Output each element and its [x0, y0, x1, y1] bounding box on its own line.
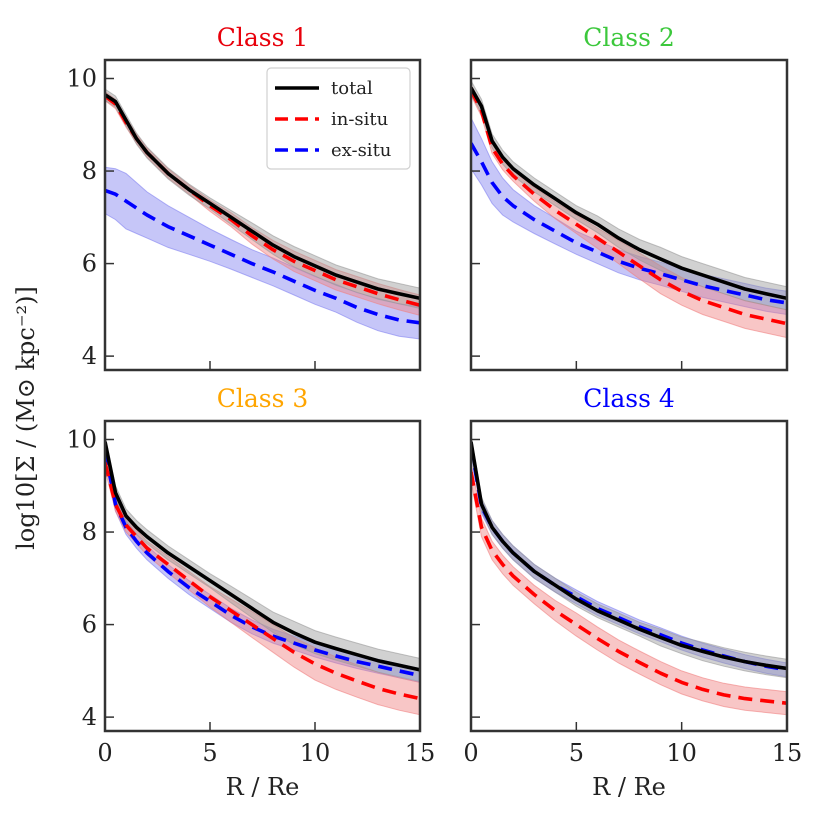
- panel-class-4: 0 5 10 15 Class 4: [463, 384, 802, 767]
- legend: total in-situ ex-situ: [266, 67, 411, 170]
- x-tick-label: 15: [405, 739, 436, 767]
- axes-frame: [103, 58, 422, 372]
- legend-label-total: total: [331, 78, 373, 99]
- plot-area: [105, 434, 420, 716]
- y-tick-label: 6: [82, 250, 97, 278]
- series-line-total: [105, 93, 420, 301]
- panel-class-3: 0 5 10 15 4 6 8 10 Class 3: [66, 384, 435, 767]
- y-axis-label: log10[Σ / (M⊙ kpc⁻²)]: [12, 286, 40, 550]
- x-tick-label: 5: [202, 739, 217, 767]
- series-line-total: [471, 86, 787, 301]
- plot-area: [471, 434, 787, 716]
- panel-title: Class 3: [217, 384, 309, 413]
- series-line-in-situ: [471, 471, 787, 705]
- band-in-situ: [471, 462, 787, 716]
- y-tick-label: 8: [82, 157, 97, 185]
- y-tick-label: 8: [82, 518, 97, 546]
- axes-frame: [469, 419, 789, 733]
- axes-frame: [103, 419, 422, 733]
- legend-label-ex-situ: ex-situ: [331, 140, 391, 161]
- y-tick-label: 4: [82, 342, 97, 370]
- series-line-in-situ: [105, 462, 420, 701]
- x-tick-label: 0: [97, 739, 112, 767]
- series-line-in-situ: [471, 89, 787, 326]
- x-tick-label: 15: [772, 739, 803, 767]
- y-tick-label: 4: [82, 703, 97, 731]
- series-line-ex-situ: [105, 188, 420, 325]
- band-in-situ: [105, 455, 420, 716]
- y-tick-label: 10: [66, 426, 97, 454]
- plot-area: [471, 79, 787, 339]
- x-tick-label: 5: [569, 739, 584, 767]
- band-total: [471, 434, 787, 679]
- x-axis-label-left: R / Re: [226, 773, 300, 801]
- series-line-ex-situ: [471, 142, 787, 305]
- plot-area: [105, 88, 420, 340]
- x-tick-label: 10: [300, 739, 331, 767]
- band-total: [105, 88, 420, 310]
- series-line-total: [471, 441, 787, 671]
- axes-frame: [469, 58, 789, 372]
- series-line-total: [105, 441, 420, 672]
- band-ex-situ: [105, 166, 420, 340]
- panel-class-2: Class 2: [469, 23, 789, 372]
- panel-title: Class 1: [217, 23, 309, 52]
- panel-title: Class 2: [583, 23, 675, 52]
- band-ex-situ: [105, 444, 420, 683]
- x-tick-label: 10: [666, 739, 697, 767]
- legend-label-in-situ: in-situ: [331, 109, 388, 130]
- x-tick-label: 0: [463, 739, 478, 767]
- y-tick-label: 10: [66, 65, 97, 93]
- band-total: [105, 434, 420, 683]
- y-tick-label: 6: [82, 611, 97, 639]
- legend-box: [266, 67, 411, 170]
- panel-class-1: 4 6 8 10 Class 1 total in-situ ex-situ: [66, 23, 422, 372]
- x-axis-label-right: R / Re: [592, 773, 666, 801]
- panel-title: Class 4: [583, 384, 675, 413]
- band-in-situ: [471, 84, 787, 339]
- series-line-ex-situ: [105, 450, 420, 678]
